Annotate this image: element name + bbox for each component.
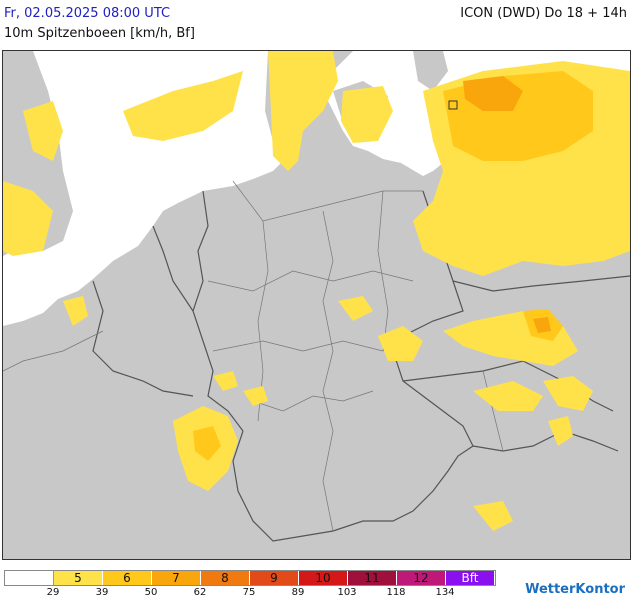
legend-cell: 12 xyxy=(397,571,446,585)
legend-cell: 10 xyxy=(299,571,348,585)
legend-tick-label: 75 xyxy=(242,587,256,598)
legend-tick-label: 50 xyxy=(144,587,158,598)
legend-tick-label: 62 xyxy=(193,587,207,598)
legend-tick-label: 89 xyxy=(291,587,305,598)
map-canvas xyxy=(3,51,630,559)
legend-cell: 8 xyxy=(201,571,250,585)
model-run-label: ICON (DWD) Do 18 + 14h xyxy=(460,6,627,21)
brand-logo: WetterKontor xyxy=(525,582,625,597)
sweden-land xyxy=(413,51,448,91)
legend-cell xyxy=(5,571,54,585)
legend-tick-label: 39 xyxy=(95,587,109,598)
country-borders xyxy=(92,190,630,542)
legend-cell: Bft xyxy=(446,571,495,585)
color-legend: 5 6 7 8 9 10 11 12 Bft xyxy=(4,570,496,586)
city-markers xyxy=(448,100,458,110)
forecast-date-label: Fr, 02.05.2025 08:00 UTC xyxy=(4,6,171,21)
legend-tick-label: 103 xyxy=(337,587,357,598)
legend-ticks: 29 39 50 62 75 89 103 118 134 xyxy=(4,587,504,600)
legend-cell: 11 xyxy=(348,571,397,585)
legend-tick-label: 118 xyxy=(386,587,406,598)
legend-cell: 6 xyxy=(103,571,152,585)
gust-area-bf7 xyxy=(463,76,551,333)
legend-cell: 7 xyxy=(152,571,201,585)
parameter-label: 10m Spitzenboeen [km/h, Bf] xyxy=(4,26,195,41)
legend-cell: 5 xyxy=(54,571,103,585)
legend-tick-label: 29 xyxy=(46,587,60,598)
gust-map[interactable] xyxy=(2,50,631,560)
legend-cell: 9 xyxy=(250,571,299,585)
legend-tick-label: 134 xyxy=(435,587,455,598)
